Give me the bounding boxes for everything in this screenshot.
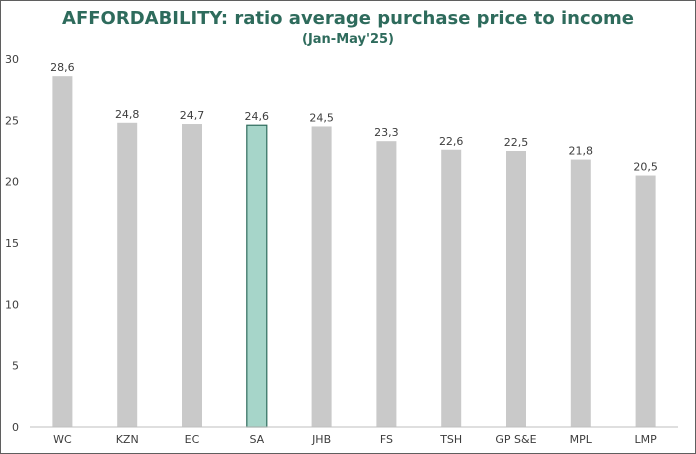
chart-title: AFFORDABILITY: ratio average purchase pr… (62, 8, 634, 29)
bar (376, 141, 397, 428)
x-category-label: EC (185, 433, 200, 446)
data-label: 21,8 (569, 145, 594, 158)
x-axis: WC KZN EC SA JHB FS TSH GP S&E MPL LMP (30, 426, 678, 446)
data-labels: 28,6 24,8 24,7 24,6 24,5 23,3 22,6 22,5 21,8 20,5 (50, 61, 658, 173)
data-label: 24,7 (180, 109, 205, 122)
data-label: 23,3 (374, 126, 399, 139)
data-label: 28,6 (50, 61, 75, 74)
bar (182, 124, 202, 427)
data-label: 24,5 (309, 111, 334, 124)
y-axis: 0 5 10 15 20 25 30 (5, 53, 19, 434)
bar (635, 175, 656, 427)
x-category-label: MPL (570, 433, 593, 446)
data-label: 22,5 (504, 136, 529, 149)
y-tick-label: 10 (5, 298, 19, 311)
bar (117, 122, 138, 427)
data-label: 20,5 (633, 161, 658, 174)
chart-subtitle: (Jan-May'25) (302, 32, 394, 47)
y-tick-label: 25 (5, 114, 19, 127)
bar (570, 159, 591, 427)
data-label: 24,8 (115, 108, 140, 121)
y-tick-label: 20 (5, 176, 19, 189)
bar-highlight (246, 124, 268, 428)
x-category-label: GP S&E (495, 433, 536, 446)
x-category-label: KZN (116, 433, 139, 446)
y-tick-label: 30 (5, 53, 19, 66)
x-category-label: LMP (634, 433, 657, 446)
bar (441, 149, 462, 428)
x-category-label: JHB (311, 433, 331, 446)
x-category-label: SA (249, 433, 264, 446)
y-tick-label: 5 (12, 360, 19, 373)
x-category-label: TSH (439, 433, 462, 446)
bar (52, 76, 73, 427)
x-category-label: FS (380, 433, 393, 446)
y-tick-label: 0 (12, 421, 19, 434)
data-label: 22,6 (439, 135, 464, 148)
y-tick-label: 15 (5, 237, 19, 250)
bar (311, 126, 332, 427)
data-label: 24,6 (245, 110, 270, 123)
bars (52, 76, 656, 428)
bar (506, 151, 526, 427)
x-category-label: WC (53, 433, 72, 446)
